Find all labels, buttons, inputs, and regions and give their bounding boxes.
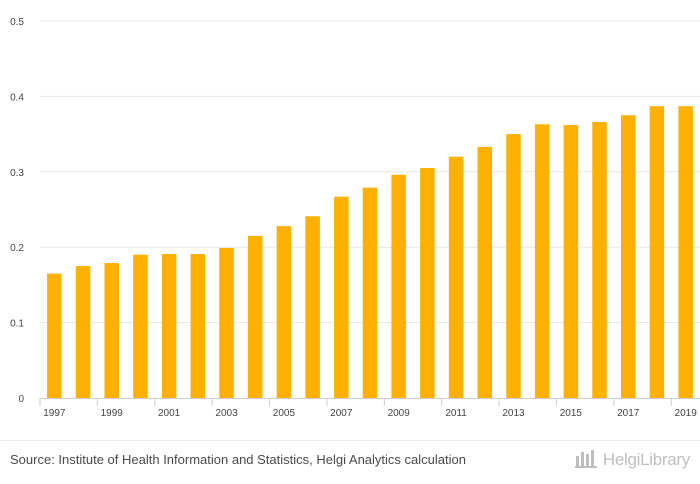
bar-1998[interactable] xyxy=(75,266,91,398)
bar-2010[interactable] xyxy=(420,168,435,398)
bar-2019[interactable] xyxy=(678,106,693,399)
x-tick-label: 2011 xyxy=(445,408,467,419)
bar-2014[interactable] xyxy=(534,124,550,398)
x-tick-label: 1999 xyxy=(101,408,124,419)
bar-2009[interactable] xyxy=(391,174,406,398)
y-tick-label: 0.4 xyxy=(10,92,24,103)
bar-2002[interactable] xyxy=(190,253,206,398)
bar-2000[interactable] xyxy=(133,254,148,398)
bar-1997[interactable] xyxy=(47,273,62,398)
helgi-library-icon xyxy=(574,448,599,473)
bar-2012[interactable] xyxy=(477,146,493,398)
x-tick-label: 1997 xyxy=(43,408,66,419)
x-tick-label: 2015 xyxy=(560,408,583,419)
x-tick-label: 2009 xyxy=(388,408,411,419)
bar-2005[interactable] xyxy=(276,226,292,398)
x-tick-label: 2005 xyxy=(273,408,296,419)
y-tick-label: 0.1 xyxy=(10,319,24,330)
bar-2018[interactable] xyxy=(649,106,665,399)
y-tick-label: 0 xyxy=(18,394,24,405)
chart-footer: Source: Institute of Health Information … xyxy=(0,440,700,484)
x-tick-label: 2001 xyxy=(158,408,181,419)
bar-2006[interactable] xyxy=(305,216,320,398)
x-tick-label: 2019 xyxy=(675,408,698,419)
grid-lines xyxy=(40,20,700,324)
bar-2013[interactable] xyxy=(506,134,521,398)
x-tick-label: 2017 xyxy=(617,408,640,419)
bar-chart: 0 0.1 0.2 0.3 0.4 0.5 1997 1999 2001 2003 2005 2007… xyxy=(10,17,700,419)
axes: 0 0.1 0.2 0.3 0.4 0.5 1997 1999 2001 2003 2005 2007… xyxy=(10,17,700,419)
bar-2015[interactable] xyxy=(563,125,579,398)
source-note: Source: Institute of Health Information … xyxy=(10,452,466,467)
y-tick-label: 0.2 xyxy=(10,243,24,254)
x-tick-label: 2007 xyxy=(330,408,353,419)
bar-2017[interactable] xyxy=(621,115,636,398)
bar-2011[interactable] xyxy=(448,156,464,398)
logo-text: HelgiLibrary xyxy=(602,450,690,469)
bar-2004[interactable] xyxy=(247,235,263,398)
y-tick-label: 0.3 xyxy=(10,168,24,179)
bar-2001[interactable] xyxy=(161,253,177,398)
x-tick-label: 2003 xyxy=(215,408,238,419)
chart-area: 0 0.1 0.2 0.3 0.4 0.5 1997 1999 2001 2003 2005 2007… xyxy=(10,17,700,419)
bar-2007[interactable] xyxy=(334,196,349,398)
bar-2003[interactable] xyxy=(219,247,234,398)
bar-1999[interactable] xyxy=(104,263,119,398)
x-tick-label: 2013 xyxy=(502,408,525,419)
bar-2016[interactable] xyxy=(592,122,607,398)
bars xyxy=(47,106,693,399)
helgi-library-logo[interactable]: HelgiLibrary xyxy=(574,448,690,473)
y-tick-label: 0.5 xyxy=(10,17,24,28)
bar-2008[interactable] xyxy=(362,187,378,398)
